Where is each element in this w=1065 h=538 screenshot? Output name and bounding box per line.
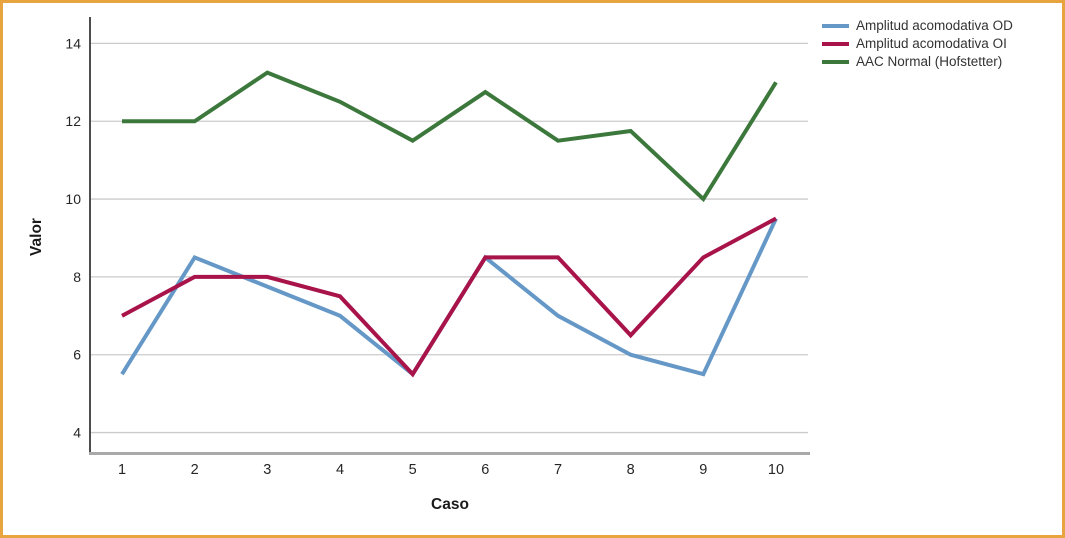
legend-label: AAC Normal (Hofstetter)	[856, 54, 1003, 69]
x-tick-label: 3	[263, 462, 271, 478]
legend-line-swatch-icon	[822, 23, 849, 28]
legend-label: Amplitud acomodativa OD	[856, 18, 1013, 33]
legend-label: Amplitud acomodativa OI	[856, 36, 1007, 51]
x-tick-label: 6	[481, 462, 489, 478]
x-tick-label: 1	[118, 462, 126, 478]
y-tick-label: 6	[73, 347, 81, 363]
y-tick-label: 14	[65, 35, 81, 51]
legend-entry: Amplitud acomodativa OI	[822, 36, 1013, 51]
x-tick-label: 2	[191, 462, 199, 478]
series-line-0	[120, 217, 778, 378]
x-tick-label: 8	[627, 462, 635, 478]
series-line-1	[121, 216, 777, 378]
x-tick-label: 9	[699, 462, 707, 478]
y-tick-label: 12	[65, 113, 81, 129]
y-tick-label: 8	[73, 269, 81, 285]
x-axis-title: Caso	[431, 496, 469, 513]
x-tick-label: 5	[409, 462, 417, 478]
y-tick-label: 4	[73, 425, 81, 441]
series-line-2	[122, 70, 778, 203]
x-tick-label: 4	[336, 462, 344, 478]
y-axis-title: Valor	[28, 218, 45, 256]
legend-line-swatch-icon	[822, 41, 849, 46]
y-tick-label: 10	[65, 191, 81, 207]
chart-legend: Amplitud acomodativa OD Amplitud acomodat…	[822, 18, 1013, 72]
x-tick-label: 10	[768, 462, 784, 478]
legend-entry: Amplitud acomodativa OD	[822, 18, 1013, 33]
legend-line-swatch-icon	[822, 59, 849, 64]
legend-entry: AAC Normal (Hofstetter)	[822, 54, 1013, 69]
x-tick-label: 7	[554, 462, 562, 478]
